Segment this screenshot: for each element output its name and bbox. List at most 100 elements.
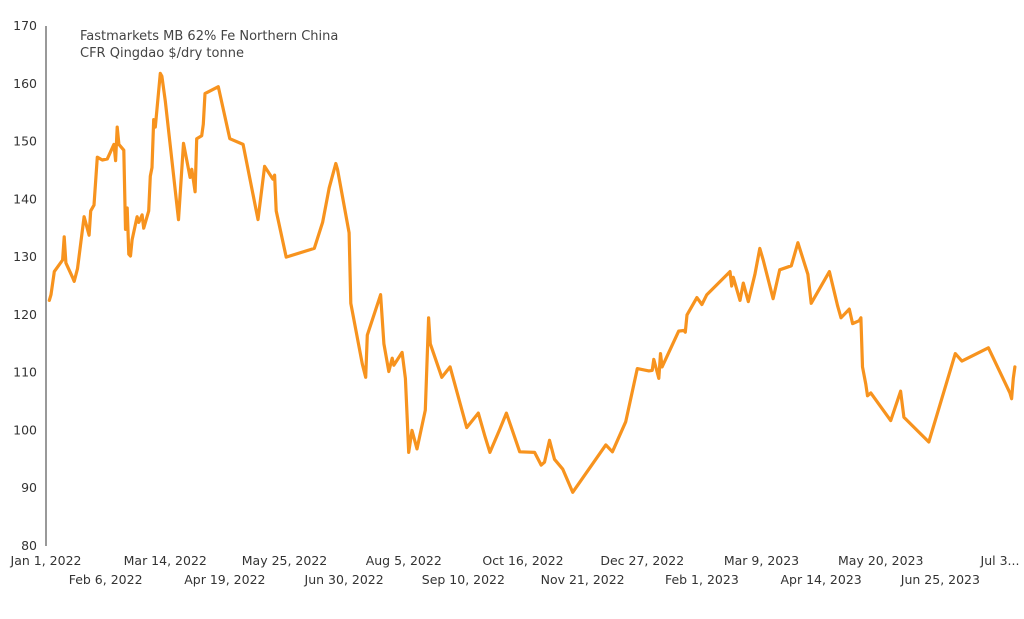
data-point — [48, 299, 50, 301]
data-point — [335, 162, 337, 165]
x-tick-label: Apr 14, 2023 — [780, 572, 861, 587]
data-point — [257, 219, 259, 221]
data-point — [683, 329, 685, 332]
data-point — [858, 320, 860, 322]
data-point — [686, 314, 688, 316]
data-point — [408, 451, 410, 453]
y-tick-label: 170 — [13, 18, 37, 33]
data-point — [779, 269, 781, 271]
data-point — [93, 204, 95, 206]
x-tick-label: Sep 10, 2022 — [422, 572, 505, 587]
data-point — [797, 242, 799, 244]
x-tick-label: Aug 5, 2022 — [366, 553, 442, 568]
x-tick-label: Jun 30, 2022 — [304, 572, 384, 587]
data-point — [143, 227, 145, 229]
data-point — [365, 376, 367, 378]
data-point — [128, 253, 130, 255]
data-point — [701, 303, 703, 306]
x-tick-label: Mar 9, 2023 — [724, 553, 799, 568]
data-point — [1009, 392, 1011, 394]
data-point — [411, 429, 413, 431]
data-point — [71, 276, 74, 278]
data-point — [129, 255, 132, 257]
data-point — [810, 302, 812, 304]
data-point — [762, 259, 764, 261]
data-point — [322, 221, 324, 223]
data-point — [441, 376, 443, 378]
data-point — [264, 165, 266, 167]
data-point — [196, 138, 198, 140]
data-point — [83, 216, 85, 218]
data-point — [350, 302, 352, 304]
x-tick-label: Jul 3... — [980, 553, 1020, 568]
x-tick-label: Feb 1, 2023 — [665, 572, 739, 587]
data-point — [759, 247, 761, 249]
data-point — [449, 366, 451, 368]
data-point — [696, 297, 698, 299]
series-points — [48, 72, 1016, 493]
data-point — [90, 210, 92, 212]
data-point — [1014, 366, 1016, 368]
data-point — [648, 370, 650, 372]
data-point — [658, 377, 660, 379]
data-point — [88, 234, 90, 236]
data-point — [201, 135, 203, 137]
data-point — [149, 175, 151, 177]
data-point — [848, 308, 850, 310]
data-point — [861, 366, 864, 368]
data-point — [348, 232, 350, 234]
y-tick-label: 160 — [13, 76, 37, 91]
data-point — [429, 343, 431, 345]
data-point — [754, 273, 756, 275]
data-point — [313, 247, 315, 249]
x-tick-label: Oct 16, 2022 — [482, 553, 563, 568]
x-tick-label: Feb 6, 2022 — [69, 572, 143, 587]
data-point — [661, 366, 663, 368]
data-point — [636, 368, 638, 370]
x-axis: Jan 1, 2022 Feb 6, 2022 Mar 14, 2022 Apr 19… — [10, 553, 1020, 587]
data-point — [65, 262, 67, 264]
data-point — [477, 412, 479, 414]
data-point — [242, 143, 244, 145]
data-point — [739, 299, 741, 301]
x-tick-label: May 20, 2023 — [838, 553, 923, 568]
data-point — [118, 143, 120, 145]
data-point — [391, 357, 393, 359]
data-point — [53, 271, 55, 273]
data-point — [489, 451, 491, 453]
data-point — [189, 176, 191, 178]
data-point — [275, 210, 277, 212]
data-point — [870, 392, 872, 394]
data-point — [424, 409, 426, 411]
data-point — [543, 461, 546, 463]
data-point — [1012, 377, 1014, 379]
data-point — [401, 351, 403, 353]
data-point — [954, 353, 956, 355]
data-point — [548, 439, 551, 441]
data-point — [161, 75, 163, 77]
data-point — [416, 448, 418, 450]
data-point — [202, 123, 204, 125]
data-point — [840, 317, 842, 319]
chart-title-line-1: Fastmarkets MB 62% Fe Northern China — [80, 29, 338, 44]
data-point — [164, 100, 166, 102]
data-point — [747, 301, 749, 303]
data-point — [383, 343, 385, 345]
data-point — [123, 149, 125, 151]
data-point — [404, 377, 406, 379]
data-point — [159, 72, 161, 74]
data-point — [828, 271, 831, 273]
data-point — [380, 294, 382, 296]
data-point — [903, 416, 905, 418]
data-point — [124, 228, 127, 230]
x-tick-label: Jun 25, 2023 — [900, 572, 980, 587]
data-point — [731, 285, 733, 287]
data-point — [534, 451, 536, 453]
data-point — [807, 273, 809, 275]
y-tick-label: 130 — [13, 249, 37, 264]
data-point — [519, 451, 521, 453]
data-point — [625, 421, 627, 423]
data-point — [115, 160, 117, 162]
